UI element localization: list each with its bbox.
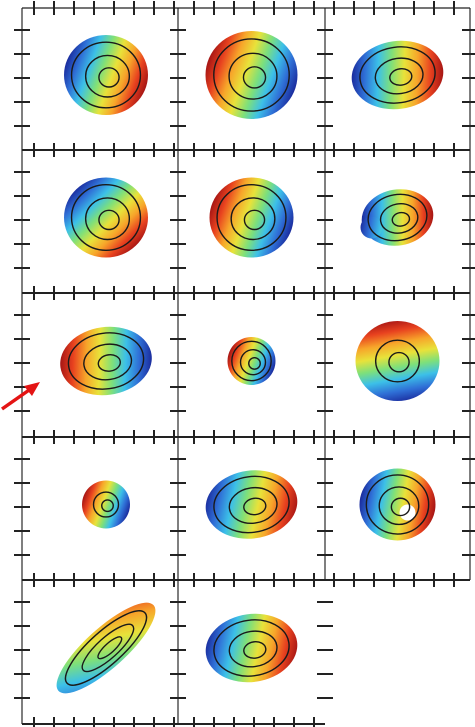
annotation-arrow [0, 382, 40, 411]
velocity-blob [64, 35, 148, 115]
panel-5 [209, 177, 294, 258]
contour-lines [374, 339, 421, 383]
velocity-blob [205, 31, 298, 119]
contour-lines [213, 619, 290, 677]
velocity-blob [359, 468, 436, 541]
axes-grid [14, 1, 475, 727]
panel-13 [56, 602, 156, 694]
panel-6 [360, 189, 434, 246]
contour-lines [70, 41, 142, 109]
panel-grid [56, 31, 444, 694]
contour-lines [359, 46, 436, 104]
contour-lines [92, 491, 120, 518]
panel-12 [359, 468, 436, 541]
velocity-blob [360, 189, 434, 246]
panel-3 [351, 40, 444, 110]
contour-lines [67, 332, 145, 390]
panel-9 [355, 321, 440, 401]
panel-10 [82, 480, 130, 529]
velocity-blob [227, 337, 276, 385]
panel-8 [227, 337, 276, 385]
panel-7 [60, 326, 152, 396]
contour-lines [365, 474, 430, 535]
velocity-blob [355, 321, 440, 401]
contour-lines [231, 340, 272, 382]
contour-lines [216, 183, 287, 251]
panel-1 [64, 35, 148, 115]
velocity-blob [205, 470, 298, 539]
panel-14 [205, 613, 298, 683]
panel-4 [64, 177, 148, 258]
velocity-blob [60, 326, 152, 396]
velocity-blob [56, 602, 156, 694]
velocity-blob [205, 613, 298, 683]
contour-lines [367, 193, 428, 242]
contour-lines [70, 183, 142, 251]
velocity-blob [351, 40, 444, 110]
contour-lines [64, 610, 148, 686]
contour-lines [213, 38, 290, 112]
contour-lines [213, 475, 290, 534]
panel-11 [205, 470, 298, 539]
velocity-blob [64, 177, 148, 258]
panel-2 [205, 31, 298, 119]
velocity-blob [82, 480, 130, 529]
velocity-blob [209, 177, 294, 258]
